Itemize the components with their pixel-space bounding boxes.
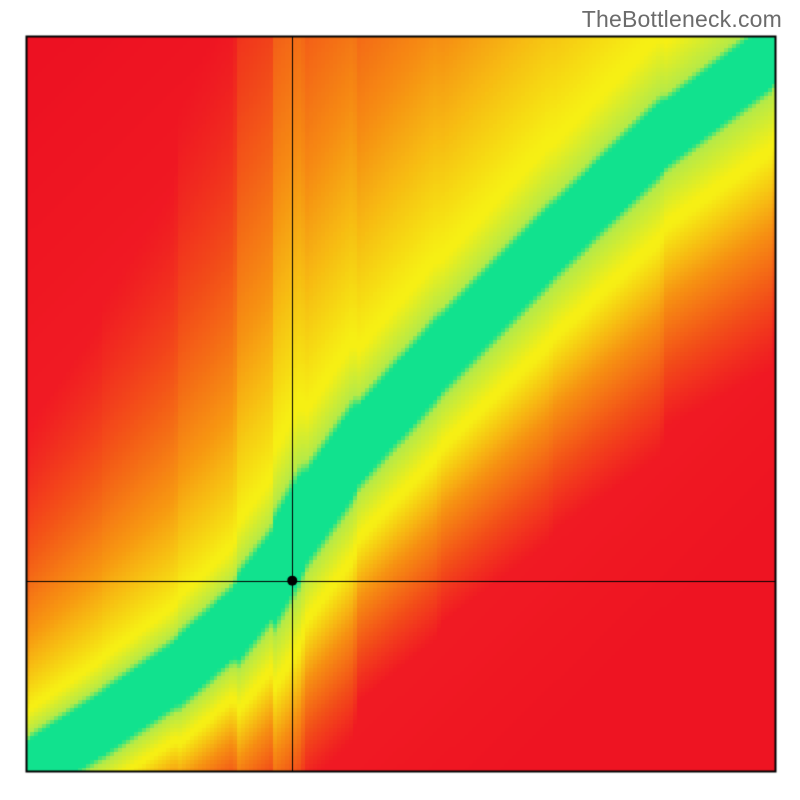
chart-container: TheBottleneck.com (0, 0, 800, 800)
heatmap-canvas (0, 0, 800, 800)
watermark-text: TheBottleneck.com (582, 6, 782, 33)
